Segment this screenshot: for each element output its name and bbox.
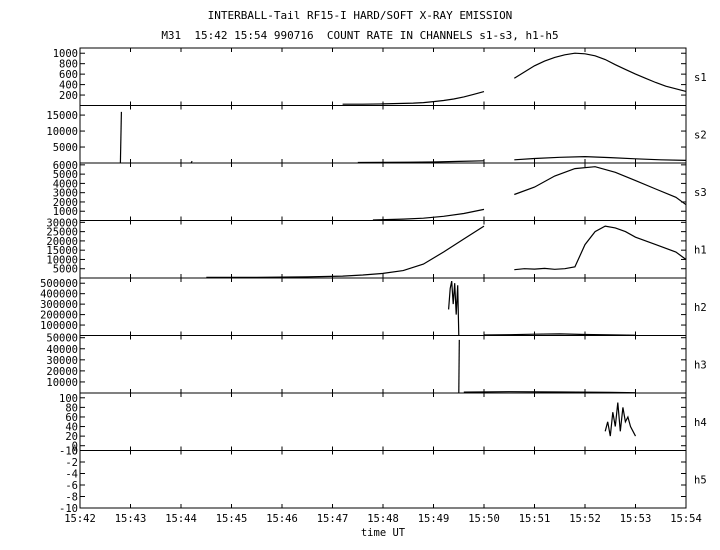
y-tick-label-h2: 300000 <box>40 299 78 311</box>
y-tick-label-s3: 4000 <box>53 178 78 190</box>
y-tick-label-s3: 1000 <box>53 206 78 218</box>
x-tick-label: 15:51 <box>519 513 551 525</box>
panel-frame-s2 <box>79 105 687 164</box>
y-tick-label-h1: 30000 <box>46 217 78 229</box>
y-tick-label-h1: 25000 <box>46 227 78 239</box>
y-tick-label-h3: 30000 <box>46 355 78 367</box>
y-tick-label-s1: 800 <box>59 59 78 71</box>
x-tick-label: 15:46 <box>266 513 298 525</box>
y-tick-label-h4: 40 <box>65 422 78 434</box>
panel-frame-s1 <box>79 47 687 106</box>
series-line-s2-2 <box>357 160 485 164</box>
y-tick-label-h3: 40000 <box>46 344 78 356</box>
y-tick-label-s1: 600 <box>59 69 78 81</box>
panel-label-h4: h4 <box>694 417 707 429</box>
y-tick-label-h2: 500000 <box>40 278 78 290</box>
x-tick-label: 15:49 <box>418 513 450 525</box>
y-tick-label-h2: 400000 <box>40 289 78 301</box>
y-tick-label-s2: 15000 <box>46 110 78 122</box>
series-line-h4-0 <box>604 402 637 437</box>
y-tick-label-h2: 200000 <box>40 310 78 322</box>
y-tick-label-s3: 3000 <box>53 188 78 200</box>
y-tick-label-s2: 10000 <box>46 126 78 138</box>
y-tick-label-h3: 50000 <box>46 333 78 345</box>
series-line-s3-1 <box>514 166 687 206</box>
chart-title: INTERBALL-Tail RF15-I HARD/SOFT X-RAY EM… <box>207 9 513 22</box>
series-line-h2-0 <box>448 280 460 336</box>
series-line-s2-3 <box>514 155 687 161</box>
y-tick-label-h5: -10 <box>59 503 78 515</box>
y-tick-label-h5: 0 <box>72 446 78 458</box>
series-line-h2-1 <box>483 333 636 336</box>
y-tick-label-h2: 100000 <box>40 320 78 332</box>
panel-label-h5: h5 <box>694 474 707 486</box>
y-tick-label-s3: 2000 <box>53 197 78 209</box>
y-tick-label-h4: -10 <box>59 446 78 458</box>
x-tick-label: 15:42 <box>64 513 96 525</box>
x-tick-label: 15:48 <box>367 513 399 525</box>
panel-frame-h4 <box>79 392 687 451</box>
x-tick-label: 15:52 <box>569 513 601 525</box>
y-tick-label-s1: 1000 <box>53 48 78 60</box>
y-tick-label-h4: 0 <box>72 441 78 453</box>
y-tick-label-h5: -2 <box>65 457 78 469</box>
panel-frame-h3 <box>79 335 687 394</box>
y-tick-label-h3: 20000 <box>46 366 78 378</box>
x-tick-label: 15:53 <box>620 513 652 525</box>
y-tick-label-s3: 5000 <box>53 169 78 181</box>
x-tick-label: 15:47 <box>317 513 349 525</box>
y-tick-label-s1: 200 <box>59 90 78 102</box>
panel-frame-h5 <box>79 450 687 509</box>
y-tick-label-h4: 80 <box>65 402 78 414</box>
y-tick-label-h5: -8 <box>65 492 78 504</box>
panel-label-h2: h2 <box>694 302 707 314</box>
series-line-h3-0 <box>458 339 460 394</box>
panel-frame-s3 <box>79 162 687 221</box>
x-tick-label: 15:50 <box>468 513 500 525</box>
series-line-h1-0 <box>206 225 485 278</box>
y-tick-label-h4: 20 <box>65 431 78 443</box>
y-tick-label-h1: 5000 <box>53 264 78 276</box>
y-tick-label-h1: 20000 <box>46 236 78 248</box>
series-line-h3-1 <box>463 391 636 394</box>
y-tick-label-h5: -4 <box>65 469 78 481</box>
x-axis-label: time UT <box>361 527 406 539</box>
series-line-h1-1 <box>514 225 687 271</box>
y-tick-label-h3: 10000 <box>46 377 78 389</box>
y-tick-label-h1: 15000 <box>46 245 78 257</box>
x-tick-label: 15:44 <box>165 513 197 525</box>
y-tick-label-h4: 100 <box>59 393 78 405</box>
y-tick-label-s1: 400 <box>59 80 78 92</box>
panel-frame-h2 <box>79 277 687 336</box>
series-line-s1-0 <box>342 91 485 105</box>
x-tick-label: 15:45 <box>216 513 248 525</box>
chart-subtitle: M31 15:42 15:54 990716 COUNT RATE IN CHA… <box>161 29 559 42</box>
x-tick-label: 15:43 <box>115 513 147 525</box>
series-line-s1-1 <box>513 52 687 92</box>
panel-label-s1: s1 <box>694 72 707 84</box>
panel-label-h1: h1 <box>694 244 707 256</box>
y-tick-label-h5: -6 <box>65 480 78 492</box>
x-tick-label: 15:54 <box>670 513 702 525</box>
panel-label-h3: h3 <box>694 359 707 371</box>
panel-label-s3: s3 <box>694 187 707 199</box>
y-tick-label-h1: 10000 <box>46 254 78 266</box>
series-line-s3-0 <box>372 208 485 221</box>
y-tick-label-h4: 60 <box>65 412 78 424</box>
series-line-s2-0 <box>119 111 122 164</box>
y-tick-label-s2: 5000 <box>53 142 78 154</box>
panel-label-s2: s2 <box>694 129 707 141</box>
panel-frame-h1 <box>79 220 687 279</box>
y-tick-label-s3: 6000 <box>53 160 78 172</box>
